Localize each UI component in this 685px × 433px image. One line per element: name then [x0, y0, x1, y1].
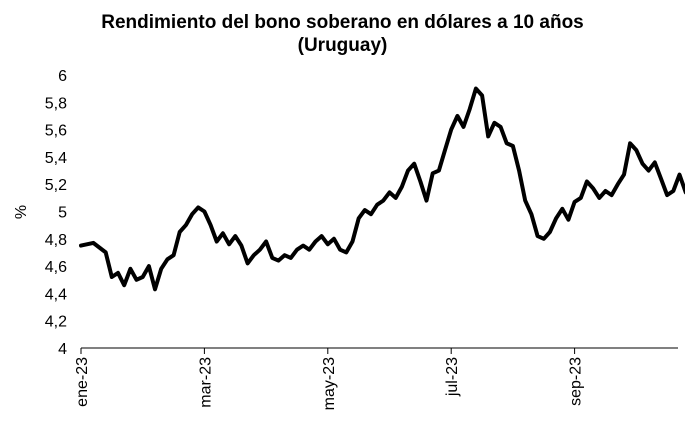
y-tick-label: 5,8 [45, 95, 67, 112]
y-tick-label: 4,6 [45, 259, 67, 276]
y-axis-label: % [13, 205, 30, 219]
chart-title: Rendimiento del bono soberano en dólares… [101, 12, 584, 33]
x-tick-label: mar-23 [197, 357, 214, 408]
x-tick-label: ene-23 [74, 357, 91, 407]
x-axis-ticks: ene-23mar-23may-23jul-23sep-23nov-23ene-… [74, 348, 585, 410]
series-line [79, 86, 685, 292]
y-tick-label: 5,6 [45, 123, 67, 140]
y-tick-label: 6 [58, 68, 67, 85]
x-tick-label: may-23 [321, 357, 338, 410]
y-tick-label: 4 [58, 341, 67, 358]
y-tick-label: 4,2 [45, 314, 67, 331]
y-tick-label: 5,2 [45, 177, 67, 194]
y-tick-label: 5 [58, 205, 67, 222]
y-tick-label: 4,4 [45, 286, 67, 303]
x-tick-label: sep-23 [568, 357, 585, 406]
chart-subtitle: (Uruguay) [297, 35, 388, 56]
x-tick-label: jul-23 [444, 357, 461, 397]
y-tick-label: 5,4 [45, 150, 67, 167]
y-tick-label: 4,8 [45, 232, 67, 249]
y-axis-ticks: 4 4,2 4,4 4,6 4,8 5 5,2 5,4 5,6 5,8 6 [45, 68, 67, 358]
